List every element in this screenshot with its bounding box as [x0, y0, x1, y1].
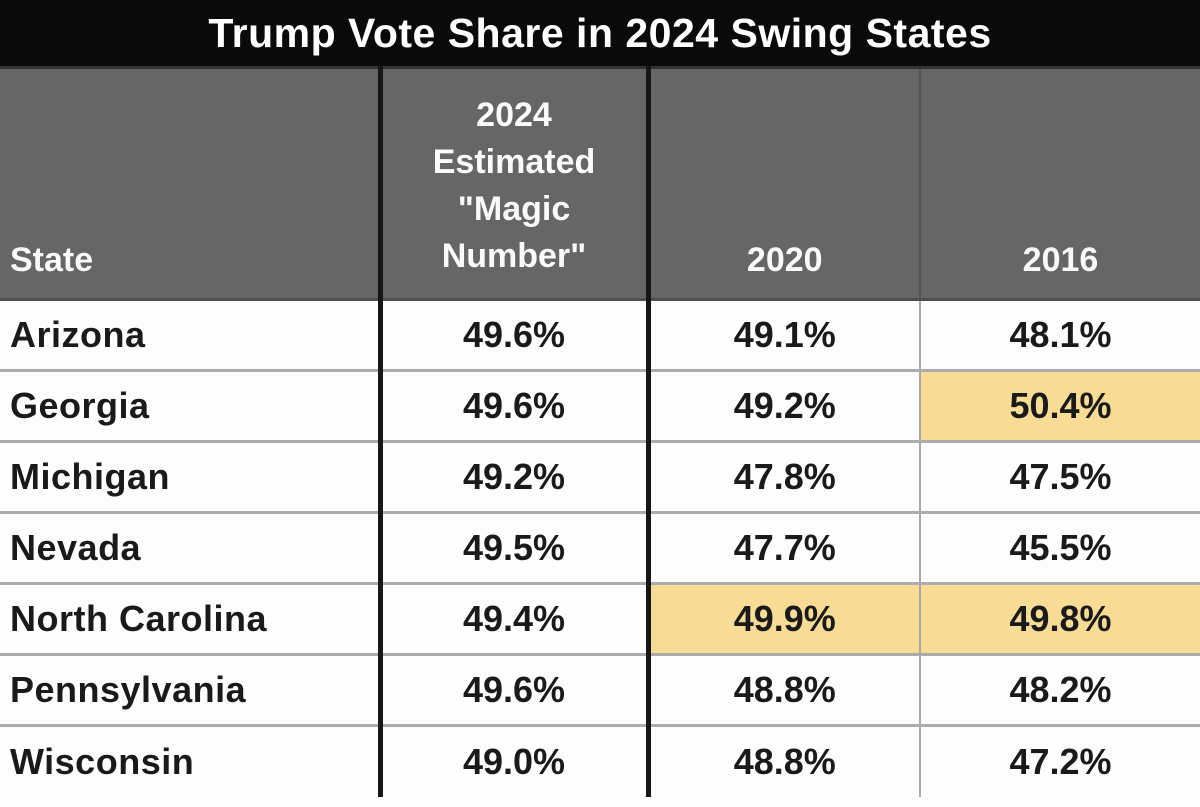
vote-2020-cell: 48.8% [648, 654, 921, 726]
magic-number-cell: 49.4% [380, 583, 651, 655]
column-header-2016: 2016 [920, 66, 1200, 301]
vote-2020-cell: 49.9% [648, 583, 921, 655]
table-row-wisconsin: Wisconsin 49.0% 48.8% 47.2% [0, 725, 1200, 797]
vote-2020-cell: 49.2% [648, 370, 921, 442]
magic-number-cell: 49.2% [380, 441, 651, 513]
table-row-georgia: Georgia 49.6% 49.2% 50.4% [0, 370, 1200, 442]
vote-2016-cell: 48.2% [920, 654, 1200, 726]
magic-number-cell: 49.6% [380, 370, 651, 442]
magic-header-line-1: 2024 [476, 96, 552, 134]
state-cell: Georgia [0, 370, 383, 442]
vote-2020-cell: 47.8% [648, 441, 921, 513]
vote-2016-cell: 47.2% [920, 725, 1200, 797]
magic-number-cell: 49.6% [380, 654, 651, 726]
magic-header-line-4: Number" [441, 237, 587, 275]
table-row-michigan: Michigan 49.2% 47.8% 47.5% [0, 441, 1200, 513]
header-row: State 2024 Estimated "Magic Number" 2020… [0, 66, 1200, 301]
vote-2020-cell: 47.7% [648, 512, 921, 584]
magic-number-cell: 49.0% [380, 725, 651, 797]
vote-share-table: State 2024 Estimated "Magic Number" 2020… [0, 66, 1200, 797]
column-header-2020: 2020 [648, 66, 921, 301]
table-row-pennsylvania: Pennsylvania 49.6% 48.8% 48.2% [0, 654, 1200, 726]
magic-header-line-3: "Magic [457, 190, 571, 228]
magic-number-cell: 49.5% [380, 512, 651, 584]
table-row-nevada: Nevada 49.5% 47.7% 45.5% [0, 512, 1200, 584]
page-title: Trump Vote Share in 2024 Swing States [208, 9, 992, 56]
vote-2016-cell: 48.1% [920, 299, 1200, 371]
column-header-state: State [0, 66, 383, 301]
column-header-magic-number: 2024 Estimated "Magic Number" [380, 66, 651, 301]
vote-2016-cell: 45.5% [920, 512, 1200, 584]
state-cell: Arizona [0, 299, 383, 371]
magic-header-line-2: Estimated [432, 143, 596, 181]
vote-2020-cell: 49.1% [648, 299, 921, 371]
magic-number-cell: 49.6% [380, 299, 651, 371]
vote-2016-cell: 47.5% [920, 441, 1200, 513]
table-row-arizona: Arizona 49.6% 49.1% 48.1% [0, 299, 1200, 371]
title-bar: Trump Vote Share in 2024 Swing States [0, 0, 1200, 66]
state-cell: Michigan [0, 441, 383, 513]
state-cell: Wisconsin [0, 725, 383, 797]
vote-2016-cell: 49.8% [920, 583, 1200, 655]
state-cell: Nevada [0, 512, 383, 584]
table-row-north-carolina: North Carolina 49.4% 49.9% 49.8% [0, 583, 1200, 655]
vote-2016-cell: 50.4% [920, 370, 1200, 442]
state-cell: North Carolina [0, 583, 383, 655]
state-cell: Pennsylvania [0, 654, 383, 726]
vote-2020-cell: 48.8% [648, 725, 921, 797]
